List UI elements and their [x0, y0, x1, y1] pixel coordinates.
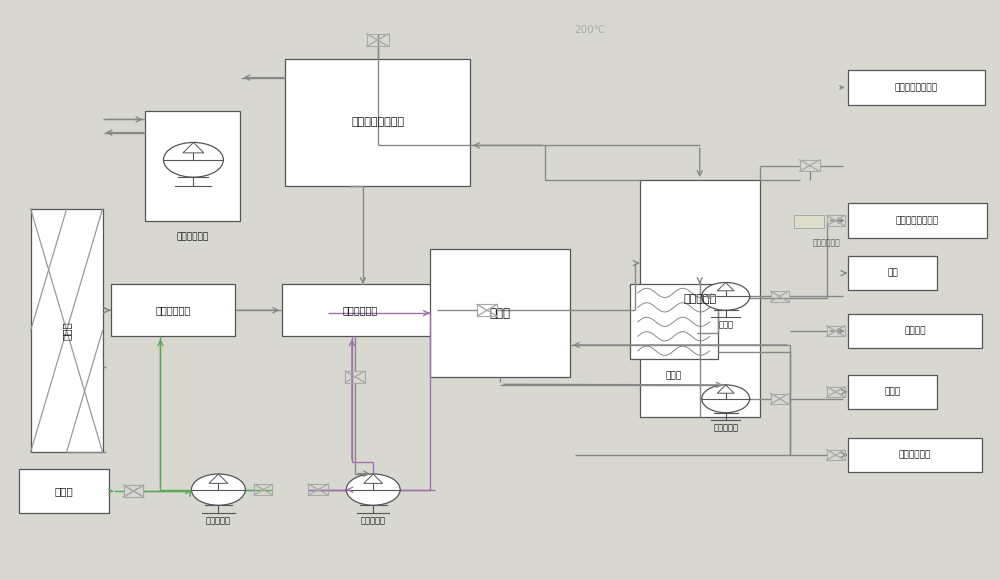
Text: 氧化剂加注器: 氧化剂加注器 — [155, 305, 191, 316]
Circle shape — [163, 143, 223, 177]
Text: 气液分离排放装置: 气液分离排放装置 — [351, 117, 404, 127]
Text: 废盐排放: 废盐排放 — [904, 327, 926, 336]
Circle shape — [702, 385, 750, 412]
Text: 动力循环设备: 动力循环设备 — [177, 232, 209, 241]
Polygon shape — [183, 143, 204, 153]
Bar — [800, 160, 820, 171]
Text: 废水罐: 废水罐 — [490, 307, 511, 320]
FancyBboxPatch shape — [640, 180, 760, 417]
Text: 调节减压设备: 调节减压设备 — [813, 238, 840, 247]
FancyBboxPatch shape — [31, 209, 103, 452]
FancyBboxPatch shape — [285, 59, 470, 186]
Text: 软水泵: 软水泵 — [718, 321, 733, 329]
FancyBboxPatch shape — [794, 215, 824, 227]
FancyBboxPatch shape — [630, 284, 718, 360]
FancyBboxPatch shape — [848, 437, 982, 472]
Text: 软水: 软水 — [887, 269, 898, 278]
FancyBboxPatch shape — [848, 375, 937, 409]
Text: 蒸汽及热水的回收: 蒸汽及热水的回收 — [895, 83, 938, 92]
Text: 陶瓷式反应器: 陶瓷式反应器 — [342, 305, 377, 316]
Bar — [827, 326, 845, 336]
Bar — [345, 371, 365, 383]
Bar — [827, 450, 845, 460]
Text: 加热炉: 加热炉 — [62, 321, 72, 340]
Circle shape — [191, 474, 245, 505]
Text: 200℃: 200℃ — [574, 26, 606, 35]
Bar — [308, 484, 328, 495]
Text: 换热器: 换热器 — [666, 371, 682, 380]
Text: 行水置: 行水置 — [884, 387, 901, 396]
Polygon shape — [717, 385, 734, 393]
FancyBboxPatch shape — [282, 284, 437, 336]
Polygon shape — [364, 474, 383, 483]
Text: 蒸汽发生器: 蒸汽发生器 — [683, 293, 716, 304]
Bar — [477, 304, 497, 316]
Bar — [827, 387, 845, 397]
Text: 气体增压泵: 气体增压泵 — [206, 517, 231, 526]
FancyBboxPatch shape — [145, 111, 240, 220]
FancyBboxPatch shape — [19, 469, 109, 513]
Bar — [367, 34, 389, 46]
Bar — [254, 484, 272, 495]
Bar — [771, 394, 789, 404]
Polygon shape — [717, 282, 734, 291]
FancyBboxPatch shape — [848, 256, 937, 290]
Circle shape — [346, 474, 400, 505]
Text: 氧化剂: 氧化剂 — [54, 486, 73, 496]
FancyBboxPatch shape — [848, 203, 987, 238]
Bar — [124, 485, 143, 497]
Bar — [124, 485, 143, 497]
FancyBboxPatch shape — [848, 70, 985, 105]
FancyBboxPatch shape — [430, 249, 570, 377]
Text: 增压柱塞泵: 增压柱塞泵 — [361, 517, 386, 526]
FancyBboxPatch shape — [848, 314, 982, 348]
Text: 殽糕辅助参入: 殽糕辅助参入 — [899, 451, 931, 459]
FancyBboxPatch shape — [111, 284, 235, 336]
Bar — [771, 291, 789, 302]
Bar — [827, 215, 845, 226]
Polygon shape — [209, 474, 228, 483]
Text: 常态水与尾气排放: 常态水与尾气排放 — [896, 216, 939, 225]
Circle shape — [702, 282, 750, 310]
Text: 废水抽取泵: 废水抽取泵 — [713, 423, 738, 432]
